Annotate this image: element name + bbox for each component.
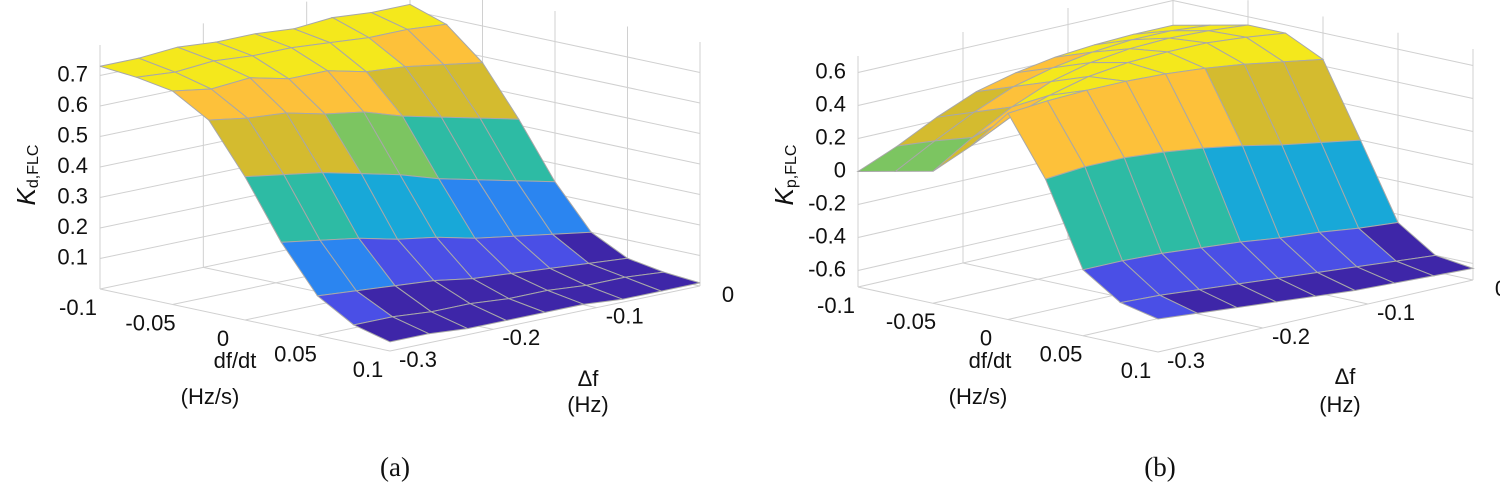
y-tick-label: 0 xyxy=(1495,276,1500,301)
y-tick-label: -0.1 xyxy=(606,303,644,328)
y-axis-label: (Hz) xyxy=(1319,392,1361,417)
z-axis-label: Kp,FLC xyxy=(769,145,800,206)
y-tick-label: -0.3 xyxy=(1167,348,1205,373)
caption: (b) xyxy=(1144,452,1175,482)
z-tick-label: -0.2 xyxy=(808,190,846,215)
y-grid-line xyxy=(99,288,391,352)
z-axis-label-sub: d,FLC xyxy=(25,145,42,189)
surface-face xyxy=(1118,294,1200,320)
z-axis-label-sub: p,FLC xyxy=(783,145,800,189)
z-tick-label: 0.2 xyxy=(815,124,846,149)
x-tick-label: 0.05 xyxy=(274,341,317,366)
y-axis-label: (Hz) xyxy=(567,392,609,417)
surface-panel: 0.1 0.2 0.3 0.4 0.5 0.6 0.7 -0.1 -0.05 0 0.05 0.1 -0… xyxy=(11,0,734,482)
y-tick-label: -0.1 xyxy=(1377,300,1415,325)
x-tick-label: 0 xyxy=(217,326,229,351)
z-tick-label: -0.6 xyxy=(808,256,846,281)
y-grid-line xyxy=(857,286,1159,353)
x-axis-label: (Hz/s) xyxy=(181,384,240,409)
z-grid-line xyxy=(857,0,1174,73)
z-tick-label: 0.1 xyxy=(57,244,88,269)
z-tick-label: 0.6 xyxy=(57,92,88,117)
x-tick-label: -0.05 xyxy=(125,310,175,335)
x-tick-label: -0.1 xyxy=(817,293,855,318)
x-axis-label: df/dt xyxy=(214,348,257,373)
z-tick-label: 0.2 xyxy=(57,214,88,239)
surface-face xyxy=(352,316,431,343)
x-axis-label: (Hz/s) xyxy=(949,384,1008,409)
z-tick-label: 0.3 xyxy=(57,183,88,208)
z-axis-label: Kd,FLC xyxy=(11,145,42,206)
x-tick-label: -0.05 xyxy=(886,309,936,334)
x-tick-label: 0 xyxy=(980,325,992,350)
y-tick-label: -0.2 xyxy=(1272,324,1310,349)
z-tick-label: 0.4 xyxy=(815,91,846,116)
surface-panel: -0.6-0.4-0.200.20.40.6-0.1-0.0500.050.1-… xyxy=(769,0,1500,482)
z-tick-label: 0.5 xyxy=(57,122,88,147)
y-tick-label: -0.2 xyxy=(502,325,540,350)
x-grid-line xyxy=(389,285,701,352)
z-tick-label: 0.7 xyxy=(57,61,88,86)
x-tick-label: 0.1 xyxy=(353,357,384,382)
caption: (a) xyxy=(380,452,410,482)
y-axis-label: Δf xyxy=(1335,364,1357,389)
x-tick-label: 0.1 xyxy=(1121,358,1152,383)
x-axis-label: df/dt xyxy=(969,348,1012,373)
z-tick-label: 0 xyxy=(834,157,846,182)
y-tick-label: 0 xyxy=(722,282,734,307)
z-axis-label-main: K xyxy=(11,186,41,205)
y-tick-label: -0.3 xyxy=(399,347,437,372)
z-axis-label-main: K xyxy=(769,186,799,205)
x-grid-line xyxy=(1157,279,1474,353)
z-tick-label: 0.6 xyxy=(815,58,846,83)
y-axis-label: Δf xyxy=(578,366,600,391)
z-tick-label: -0.4 xyxy=(808,223,846,248)
z-tick-label: 0.4 xyxy=(57,153,88,178)
x-tick-label: 0.05 xyxy=(1040,342,1083,367)
x-tick-label: -0.1 xyxy=(59,295,97,320)
